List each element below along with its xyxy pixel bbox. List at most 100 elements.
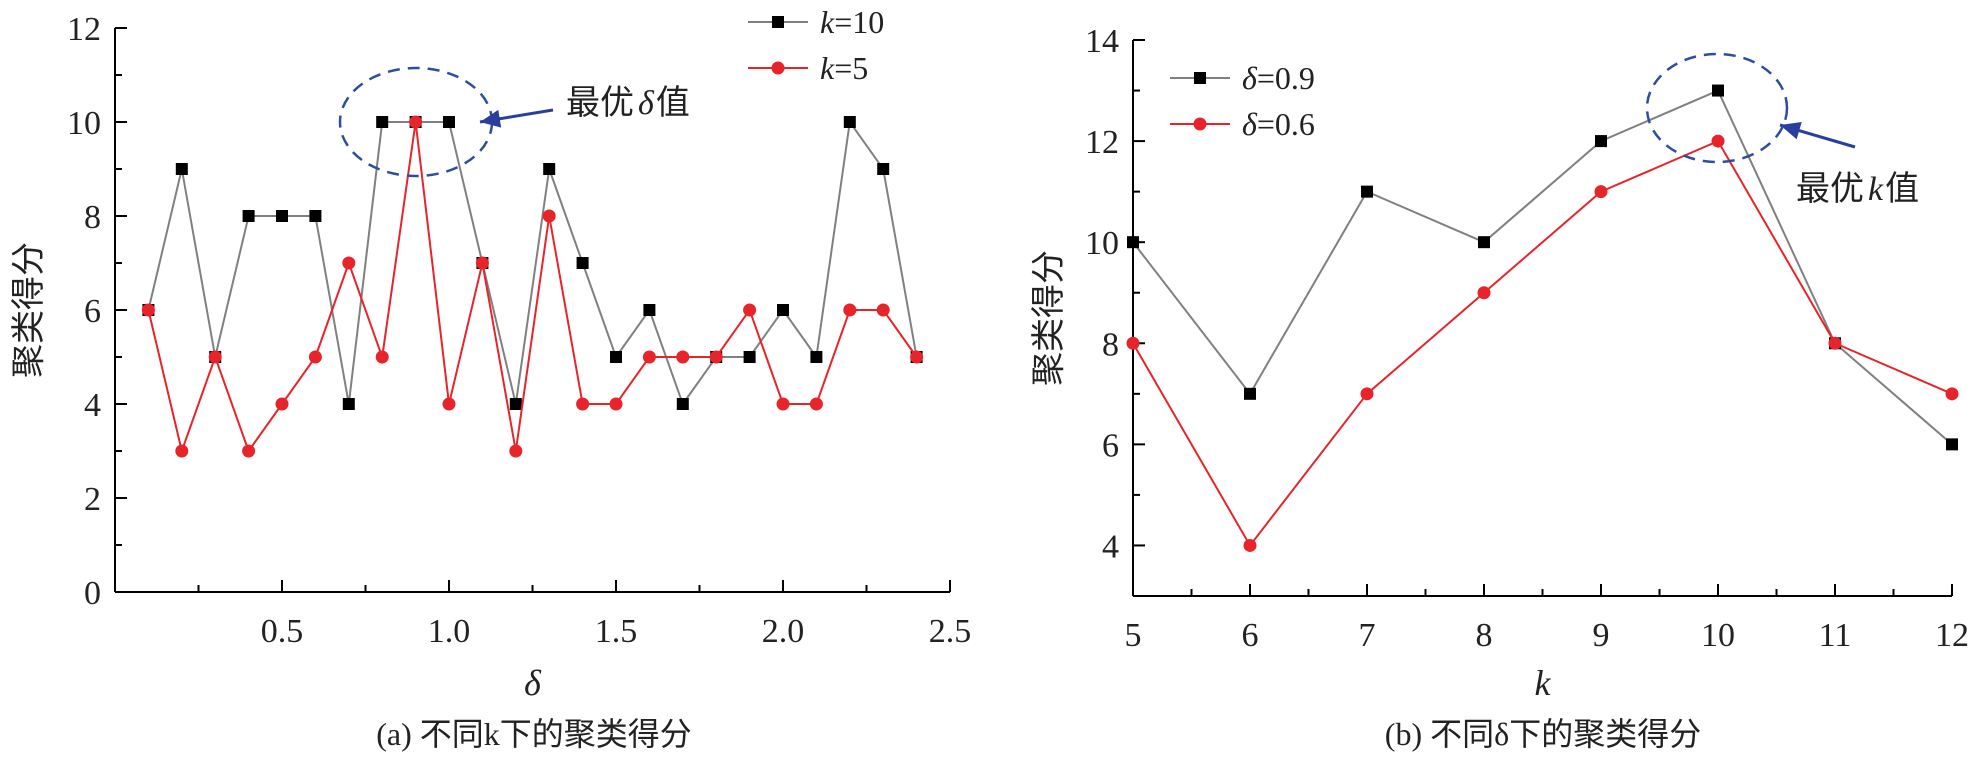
x-axis-label: δ [524,663,542,703]
data-point [509,398,522,410]
data-point [1127,236,1139,249]
data-point [610,351,622,363]
x-tick-label: 0.5 [261,613,304,650]
y-tick-label: 6 [1102,427,1119,464]
x-tick-label: 7 [1359,617,1376,654]
data-point [175,444,189,458]
data-point [843,303,857,317]
data-point [242,210,255,222]
series-line-2 [1132,139,1953,548]
data-point [1244,387,1256,400]
data-point [342,256,356,270]
data-point [1594,185,1608,199]
data-point [543,163,556,175]
y-tick-label: 14 [1085,23,1119,60]
legend-label: k=5 [820,50,868,86]
y-tick-label: 8 [84,199,101,236]
legend-label-value: =0.9 [1257,60,1315,96]
annotation-arrowhead [1780,121,1802,140]
x-tick-label: 1.0 [428,613,471,650]
x-tick-label: 2.5 [929,613,972,650]
y-tick-label: 12 [67,11,101,48]
data-point [1243,538,1257,552]
data-point [542,209,556,223]
y-tick-label: 0 [84,575,101,612]
data-point [276,210,288,222]
data-point [743,303,757,317]
panel-caption: (b) 不同δ下的聚类得分 [1385,716,1701,752]
legend-label-var: k [820,50,835,86]
data-point [1361,185,1373,198]
legend-label-value: =0.6 [1257,106,1315,142]
data-point [709,350,723,364]
data-point [475,256,489,270]
x-tick-label: 2.0 [762,613,805,650]
x-tick-label: 1.5 [595,613,638,650]
data-point [910,350,924,364]
data-point [1478,236,1490,249]
series-line-1 [147,119,918,407]
x-tick-label: 6 [1242,617,1259,654]
data-point [409,115,423,129]
x-tick-label: 5 [1125,617,1142,654]
legend-marker [772,16,784,28]
data-point [876,303,890,317]
data-point [509,444,523,458]
data-point [576,257,589,269]
data-point [342,398,355,410]
data-point [1945,387,1959,401]
data-point [642,350,656,364]
y-tick-label: 2 [84,481,101,518]
annotation-circle [1645,52,1789,164]
data-point [1946,438,1958,451]
panel-caption: (a) 不同k下的聚类得分 [376,716,692,752]
legend-label: k=10 [820,4,884,40]
annotation-text-var: δ [638,85,655,122]
data-point [776,397,790,411]
data-point [576,397,590,411]
data-point [1477,286,1491,300]
legend-marker [1193,117,1207,131]
data-point [376,116,389,128]
annotation-text-var: k [1868,171,1884,208]
annotation-text: 最优 δ值 [566,84,690,122]
legend-label: δ=0.9 [1242,60,1315,96]
data-point [777,304,789,316]
y-tick-label: 4 [1102,528,1119,565]
series-line-1 [1132,89,1953,446]
x-tick-label: 8 [1476,617,1493,654]
annotation-text-suffix: 值 [1885,170,1919,208]
data-point [1595,135,1607,148]
data-point [1360,387,1374,401]
legend-label: δ=0.6 [1242,106,1315,142]
annotation-text-prefix: 最优 [566,84,634,122]
annotation-text-prefix: 最优 [1796,170,1864,208]
legend-label-value: =5 [834,50,868,86]
y-axis-label: 聚类得分 [1030,250,1068,386]
x-tick-label: 12 [1935,617,1969,654]
data-point [643,304,656,316]
x-tick-label: 11 [1819,617,1852,654]
legend-marker [771,61,785,75]
data-point [275,397,289,411]
y-tick-label: 4 [84,387,101,424]
data-point [676,350,690,364]
y-axis-label: 聚类得分 [10,242,48,378]
y-tick-label: 10 [1085,225,1119,262]
legend-label-var: δ [1242,106,1258,142]
x-tick-label: 9 [1593,617,1610,654]
y-tick-label: 10 [67,105,101,142]
data-point [175,163,188,175]
y-tick-label: 12 [1085,124,1119,161]
legend-marker [1194,72,1206,84]
data-point [308,350,322,364]
y-tick-label: 6 [84,293,101,330]
data-point [309,210,322,222]
data-point [375,350,389,364]
legend-label-var: δ [1242,60,1258,96]
legend-label-value: =10 [834,4,884,40]
data-point [1712,84,1724,97]
